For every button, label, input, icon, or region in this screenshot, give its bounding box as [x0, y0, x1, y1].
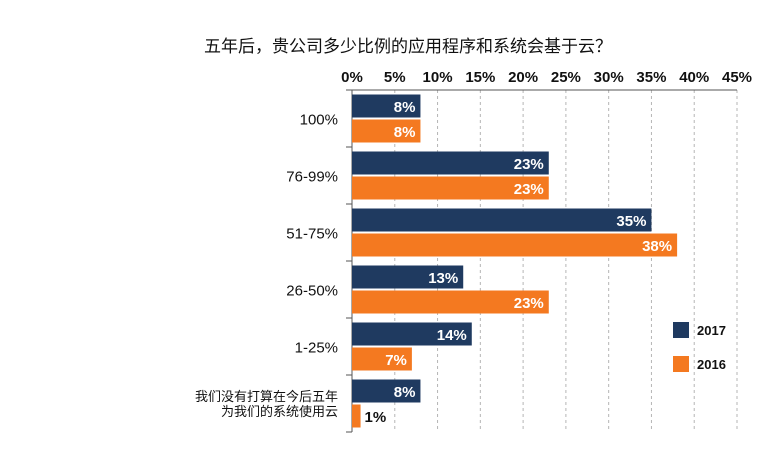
bar-data-label: 13% — [428, 270, 458, 287]
legend-swatch — [673, 356, 689, 372]
x-tick-label: 0% — [341, 69, 363, 86]
x-tick-label: 20% — [508, 69, 538, 86]
bar-2017 — [352, 151, 549, 175]
x-tick-label: 45% — [722, 69, 752, 86]
legend-label: 2016 — [697, 357, 726, 372]
legend-label: 2017 — [697, 323, 726, 338]
category-label: 1-25% — [295, 340, 338, 357]
bar-2016 — [352, 404, 361, 428]
bar-2016 — [352, 176, 549, 200]
bar-data-label: 23% — [514, 295, 544, 312]
category-label: 100% — [300, 112, 338, 129]
bar-2016 — [352, 233, 678, 257]
bar-2017 — [352, 208, 652, 232]
bar-2016 — [352, 347, 412, 371]
bar-2016 — [352, 290, 549, 314]
bar-data-label: 35% — [616, 213, 646, 230]
chart-title: 五年后，贵公司多少比例的应用程序和系统会基于云？ — [204, 37, 612, 56]
bar-2017 — [352, 322, 472, 346]
bar-data-label: 38% — [642, 238, 672, 255]
bar-2017 — [352, 265, 464, 289]
bar-2017 — [352, 94, 421, 118]
bar-data-label: 23% — [514, 181, 544, 198]
bar-data-label: 23% — [514, 156, 544, 173]
bar-2016 — [352, 119, 421, 143]
bar-2017 — [352, 379, 421, 403]
x-tick-label: 25% — [551, 69, 581, 86]
x-tick-label: 40% — [679, 69, 709, 86]
bar-data-label: 8% — [394, 124, 416, 141]
bar-data-label: 1% — [365, 409, 387, 426]
bar-data-label: 14% — [437, 327, 467, 344]
x-tick-label: 35% — [636, 69, 666, 86]
category-label: 为我们的系统使用云 — [221, 404, 338, 419]
x-tick-label: 5% — [384, 69, 406, 86]
category-label: 26-50% — [286, 283, 338, 300]
category-label: 76-99% — [286, 169, 338, 186]
x-tick-label: 15% — [465, 69, 495, 86]
x-tick-label: 10% — [423, 69, 453, 86]
legend-swatch — [673, 322, 689, 338]
bar-data-label: 8% — [394, 99, 416, 116]
bar-data-label: 8% — [394, 384, 416, 401]
x-tick-label: 30% — [594, 69, 624, 86]
bar-data-label: 7% — [385, 352, 407, 369]
category-label: 51-75% — [286, 226, 338, 243]
category-label: 我们没有打算在今后五年 — [195, 389, 338, 404]
